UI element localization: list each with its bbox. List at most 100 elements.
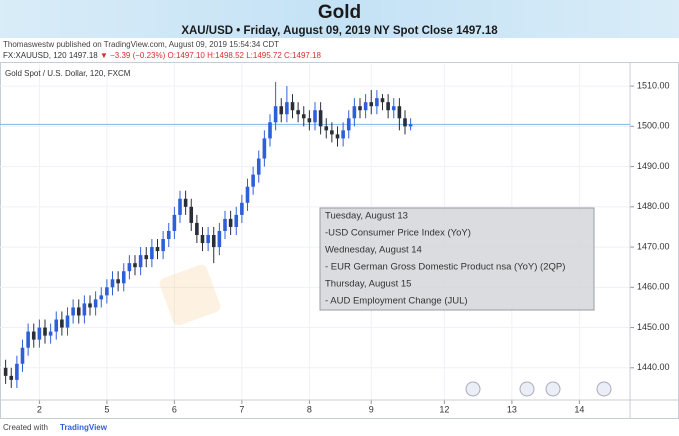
last-price: 1497.18: [69, 51, 98, 60]
annotation-text: Tuesday, August 13: [325, 211, 408, 222]
annotation-text: - AUD Employment Change (JUL): [325, 296, 468, 307]
candle-body: [285, 102, 289, 115]
candle-body: [206, 234, 210, 244]
instrument-label: Gold Spot / U.S. Dollar, 120, FXCM: [5, 69, 131, 78]
candle-body: [195, 222, 199, 235]
event-flags: [465, 381, 612, 397]
candle-body: [43, 327, 47, 336]
x-tick-label: 6: [172, 404, 177, 414]
y-tick-label: 1480.00: [637, 201, 670, 211]
candle-body: [65, 315, 70, 328]
candle-body: [352, 106, 357, 119]
candle-body: [144, 255, 149, 260]
candle-body: [211, 234, 216, 248]
candle-body: [301, 114, 306, 119]
candle-body: [341, 130, 345, 139]
annotation-text: - EUR German Gross Domestic Product nsa …: [325, 262, 565, 273]
y-tick-label: 1490.00: [637, 161, 670, 171]
candle-body: [330, 130, 334, 135]
x-tick-label: 2: [37, 404, 42, 414]
event-flag: [465, 381, 481, 397]
symbol: FX:XAUUSD, 120: [3, 51, 67, 60]
candle-body: [240, 202, 244, 215]
candle-body: [403, 118, 407, 127]
candle-body: [189, 206, 194, 223]
candle-body: [60, 319, 64, 328]
candle-body: [256, 158, 261, 175]
ohlc-text: O:1497.10 H:1498.52 L:1495.72 C:1497.18: [168, 51, 322, 60]
candle-body: [228, 218, 233, 227]
candle-body: [20, 347, 25, 364]
candle-body: [262, 138, 267, 159]
credit-brand[interactable]: TradingView: [60, 423, 108, 432]
candle-body: [234, 214, 239, 227]
candle-body: [76, 307, 81, 316]
y-tick-label: 1470.00: [637, 241, 670, 251]
candle-body: [268, 122, 272, 139]
candle-body: [82, 303, 87, 316]
published-line: Thomaswestw published on TradingView.com…: [3, 40, 279, 49]
candle-body: [346, 118, 351, 131]
candle-body: [37, 327, 42, 340]
x-tick-label: 5: [104, 404, 109, 414]
candle-body: [200, 234, 205, 244]
change: ▼ −3.39 (−0.23%): [100, 51, 166, 60]
x-tick-label: 12: [439, 404, 449, 414]
x-tick-label: 8: [307, 404, 312, 414]
candle-body: [296, 110, 300, 115]
candle-body: [31, 331, 36, 340]
annotation-text: -USD Consumer Price Index (YoY): [325, 228, 471, 239]
candle-body: [88, 303, 92, 308]
y-tick-label: 1500.00: [637, 121, 670, 131]
candle-body: [380, 98, 385, 103]
candle-body: [245, 186, 250, 203]
candle-body: [375, 98, 379, 107]
candle-body: [9, 375, 14, 380]
candle-body: [71, 307, 75, 316]
candle-body: [408, 124, 413, 127]
candle-body: [116, 279, 120, 284]
candle-body: [318, 110, 323, 127]
x-tick-label: 13: [507, 404, 517, 414]
symbol-line: FX:XAUUSD, 120 1497.18 ▼ −3.39 (−0.23%) …: [3, 51, 322, 60]
candle-body: [99, 295, 104, 300]
chart-title: Gold: [318, 2, 361, 23]
candle-body: [279, 106, 284, 115]
x-tick-label: 9: [369, 404, 374, 414]
event-flag: [596, 381, 612, 397]
candle-body: [150, 247, 154, 260]
candle-body: [391, 106, 396, 111]
credit: Created with: [3, 423, 48, 432]
chart-subtitle: XAU/USD • Friday, August 09, 2019 NY Spo…: [181, 25, 498, 37]
candle-body: [313, 110, 317, 123]
candle-body: [369, 102, 374, 107]
event-flag: [519, 381, 535, 397]
x-tick-label: 7: [239, 404, 244, 414]
candle-body: [133, 263, 137, 268]
candle-body: [307, 118, 312, 123]
candle-body: [324, 126, 329, 131]
candle-body: [166, 230, 171, 240]
candle-body: [290, 102, 295, 111]
annotation-text: Wednesday, August 14: [325, 245, 422, 256]
candle-body: [3, 367, 8, 376]
candle-body: [223, 218, 227, 231]
candle-body: [121, 271, 126, 284]
candle-body: [397, 106, 402, 119]
candle-body: [93, 299, 98, 308]
candle-body: [138, 255, 143, 268]
candle-body: [161, 239, 165, 252]
watermark-logo: [159, 264, 221, 326]
candle-body: [54, 319, 59, 332]
candle-body: [172, 214, 177, 231]
candle-body: [335, 134, 340, 139]
candle-body: [127, 263, 132, 272]
candle-body: [273, 106, 278, 123]
candle-body: [217, 230, 222, 248]
y-tick-label: 1440.00: [637, 362, 670, 372]
y-tick-label: 1510.00: [637, 80, 670, 90]
x-tick-label: 14: [574, 404, 584, 414]
candle-body: [48, 331, 53, 336]
candle-body: [105, 287, 109, 296]
